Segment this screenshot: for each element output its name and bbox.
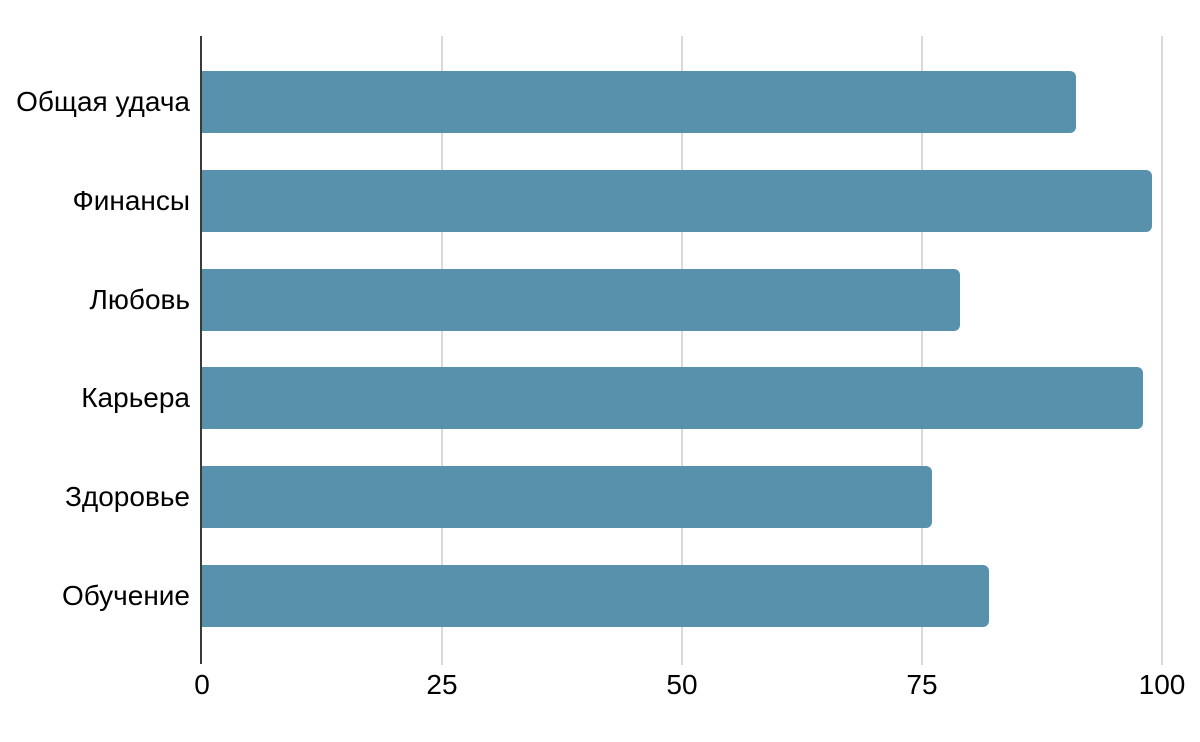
x-tick-label-75: 75 <box>906 669 938 700</box>
bar-2 <box>202 268 961 331</box>
x-tick-label-25: 25 <box>426 669 458 700</box>
x-tick-label-100: 100 <box>1138 669 1186 700</box>
gridline-75 <box>921 36 923 665</box>
category-label-1: Финансы <box>72 184 190 216</box>
bar-4 <box>202 466 932 529</box>
gridline-50 <box>681 36 683 665</box>
y-axis-line <box>200 36 202 664</box>
gridline-25 <box>441 36 443 665</box>
bar-3 <box>202 367 1143 430</box>
bar-0 <box>202 71 1076 133</box>
bar-1 <box>202 169 1153 232</box>
x-tick-label-50: 50 <box>666 669 698 700</box>
category-label-4: Здоровье <box>64 481 190 513</box>
category-label-5: Обучение <box>61 580 190 611</box>
gridline-100 <box>1161 36 1163 665</box>
plot-area <box>200 36 1163 665</box>
bar-5 <box>202 565 990 627</box>
category-label-0: Общая удача <box>16 86 190 117</box>
x-tick-label-0: 0 <box>194 669 210 700</box>
category-label-2: Любовь <box>89 283 190 315</box>
category-label-3: Карьера <box>81 382 190 414</box>
